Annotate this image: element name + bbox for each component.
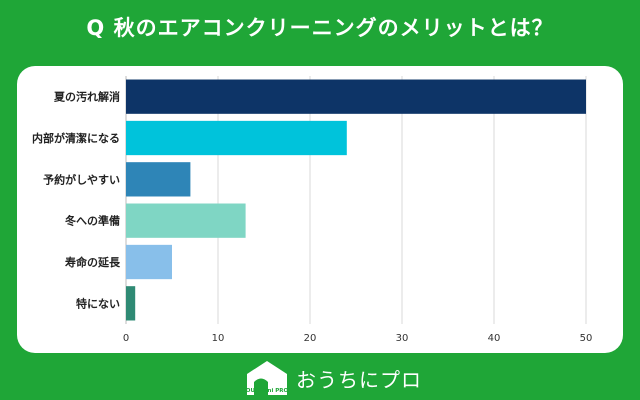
chart-bars (126, 79, 586, 321)
x-tick-label: 10 (212, 333, 225, 344)
x-tick-label: 20 (304, 333, 317, 344)
footer: OUCHI ni PRO おうちにプロ (0, 356, 640, 400)
bar (126, 79, 586, 114)
bar (126, 120, 347, 156)
x-tick-label: 40 (488, 333, 501, 344)
bar (126, 203, 246, 238)
bar (126, 244, 172, 280)
bar (126, 286, 136, 321)
category-label: 夏の汚れ解消 (54, 90, 120, 104)
chart-grid (125, 76, 587, 324)
category-label: 予約がしやすい (43, 172, 120, 186)
category-label: 内部が清潔になる (32, 131, 120, 145)
brand-name: おうちにプロ (296, 368, 422, 392)
x-tick-label: 30 (396, 333, 409, 344)
category-label: 冬への準備 (65, 214, 120, 228)
page-title: Q 秋のエアコンクリーニングのメリットとは？ (86, 16, 554, 40)
x-tick-label: 0 (123, 333, 129, 344)
category-label: 寿命の延長 (65, 255, 121, 269)
svg-text:OUCHI ni PRO: OUCHI ni PRO (246, 388, 289, 394)
category-label: 特にない (76, 296, 120, 310)
house-logo-icon: OUCHI ni PRO (246, 361, 289, 395)
chart-x-tick-labels: 0 10 20 30 40 50 (123, 333, 593, 344)
x-tick-label: 50 (580, 333, 593, 344)
chart-card: 夏の汚れ解消内部が清潔になる予約がしやすい冬への準備寿命の延長特にない 0 10 2… (17, 66, 623, 353)
bar (126, 162, 191, 197)
